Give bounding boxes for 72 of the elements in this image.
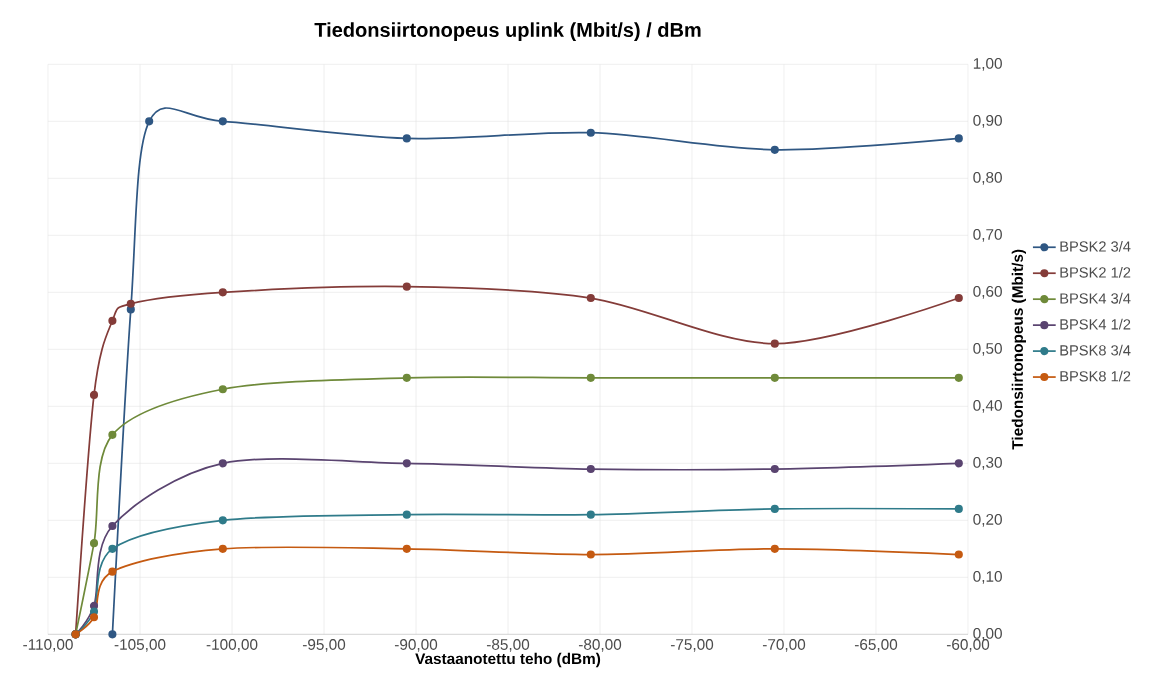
point [954,373,963,382]
point [218,385,227,394]
x-tick-label: -95,00 [302,639,346,652]
point [126,299,135,308]
point [218,544,227,553]
legend-label: BPSK4 3/4 [1060,292,1131,304]
point [770,145,779,154]
x-tick-label: -75,00 [670,639,714,652]
point [586,510,595,519]
point [954,550,963,559]
point [586,550,595,559]
y-tick-label: 1,00 [973,58,1002,71]
point [218,117,227,126]
legend-label: BPSK2 3/4 [1060,240,1131,252]
point [770,373,779,382]
x-tick-label: -90,00 [394,639,438,652]
x-tick-label: -70,00 [762,639,806,652]
y-tick-label: 0,10 [973,571,1002,584]
x-tick-label: -85,00 [486,639,530,652]
chart-title: Tiedonsiirtonopeus uplink (Mbit/s) / dBm [314,22,701,41]
point [954,134,963,143]
point [586,293,595,303]
y-tick-label: 0,90 [973,115,1002,128]
point [954,293,963,303]
point [402,373,411,382]
x-tick-label: -60,00 [946,639,990,652]
y-tick-label: 0,60 [973,286,1002,299]
point [770,339,779,348]
point [954,459,963,468]
point [402,134,411,143]
point [586,464,595,474]
y-axis-title: Tiedonsiirtonopeus (Mbit/s) [1011,249,1026,450]
point [108,544,117,553]
point [89,390,99,399]
point [218,288,227,297]
point [402,544,411,553]
point [770,504,779,513]
x-tick-label: -80,00 [578,639,622,652]
legend-label: BPSK8 1/2 [1060,370,1131,382]
y-tick-label: 0,70 [973,229,1002,242]
point [108,567,117,576]
point [108,430,117,439]
legend-label: BPSK4 1/2 [1060,318,1131,330]
x-tick-label: -105,00 [114,639,166,652]
x-tick-label: -65,00 [854,639,898,652]
y-tick-label: 0,40 [973,400,1002,413]
point [218,516,227,525]
y-tick-label: 0,30 [973,457,1002,470]
point [586,373,595,382]
point [108,316,117,325]
legend-label: BPSK2 1/2 [1060,266,1131,278]
point [108,630,117,639]
y-tick-label: 0,00 [973,628,1002,641]
point [770,464,779,474]
point [954,504,963,513]
y-tick-label: 0,80 [973,172,1002,185]
point [402,459,411,468]
x-tick-label: -100,00 [206,639,258,652]
point [218,459,227,468]
point [89,613,99,622]
legend-label: BPSK8 3/4 [1060,344,1131,356]
point [402,510,411,519]
y-tick-label: 0,20 [973,514,1002,527]
point [108,521,117,531]
x-axis-title: Vastaanotettu teho (dBm) [415,652,601,668]
point [586,128,595,137]
x-tick-label: -110,00 [23,639,73,652]
point [770,544,779,553]
point [89,539,99,548]
y-tick-label: 0,50 [973,343,1002,356]
point [145,117,154,126]
point [402,282,411,291]
